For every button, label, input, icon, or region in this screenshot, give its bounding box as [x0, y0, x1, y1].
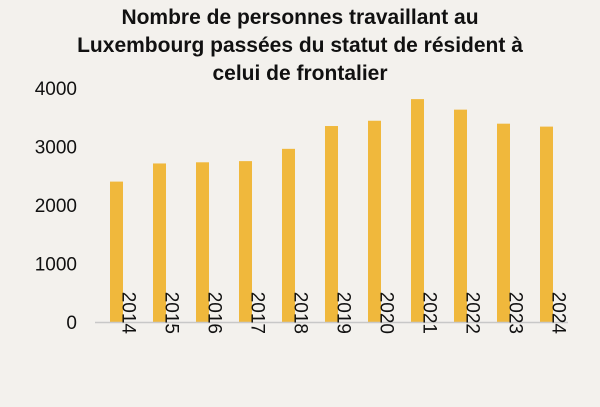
x-tick-label: 2021 [419, 292, 440, 334]
chart-title: Nombre de personnes travaillant au Luxem… [60, 4, 540, 88]
chart-title-line: Luxembourg passées du statut de résident… [77, 34, 523, 57]
x-tick-label: 2014 [118, 292, 139, 335]
y-tick-label: 1000 [35, 255, 77, 276]
chart-title-line: celui de frontalier [212, 62, 388, 85]
x-tick-label: 2015 [161, 292, 182, 334]
bar-2019 [325, 126, 338, 323]
y-tick-label: 0 [66, 313, 77, 334]
bar-2018 [282, 148, 295, 322]
x-tick-label: 2017 [247, 292, 268, 334]
y-axis: 0 1000 2000 3000 4000 [35, 79, 77, 334]
bars [110, 99, 553, 323]
x-tick-label: 2018 [290, 292, 311, 334]
chart-title-line: Nombre de personnes travaillant au [121, 6, 479, 29]
bar-2023 [497, 123, 510, 322]
x-tick-label: 2016 [204, 292, 225, 334]
bar-2015 [153, 163, 166, 322]
x-tick-label: 2024 [548, 292, 569, 335]
bar-2021 [411, 99, 424, 323]
x-tick-label: 2019 [333, 292, 354, 334]
y-tick-label: 2000 [35, 196, 77, 217]
bar-2014 [110, 181, 123, 322]
x-axis: 2014 2015 2016 2017 2018 2019 2020 2021 2022 2023… [118, 292, 569, 335]
x-tick-label: 2022 [462, 292, 483, 334]
x-tick-label: 2023 [505, 292, 526, 334]
x-tick-label: 2020 [376, 292, 397, 334]
y-tick-label: 3000 [35, 138, 77, 159]
y-tick-label: 4000 [35, 79, 77, 100]
bar-2024 [540, 126, 553, 322]
bar-2022 [454, 109, 467, 323]
bar-2020 [368, 120, 381, 322]
bar-2017 [239, 161, 252, 322]
bar-2016 [196, 162, 209, 322]
